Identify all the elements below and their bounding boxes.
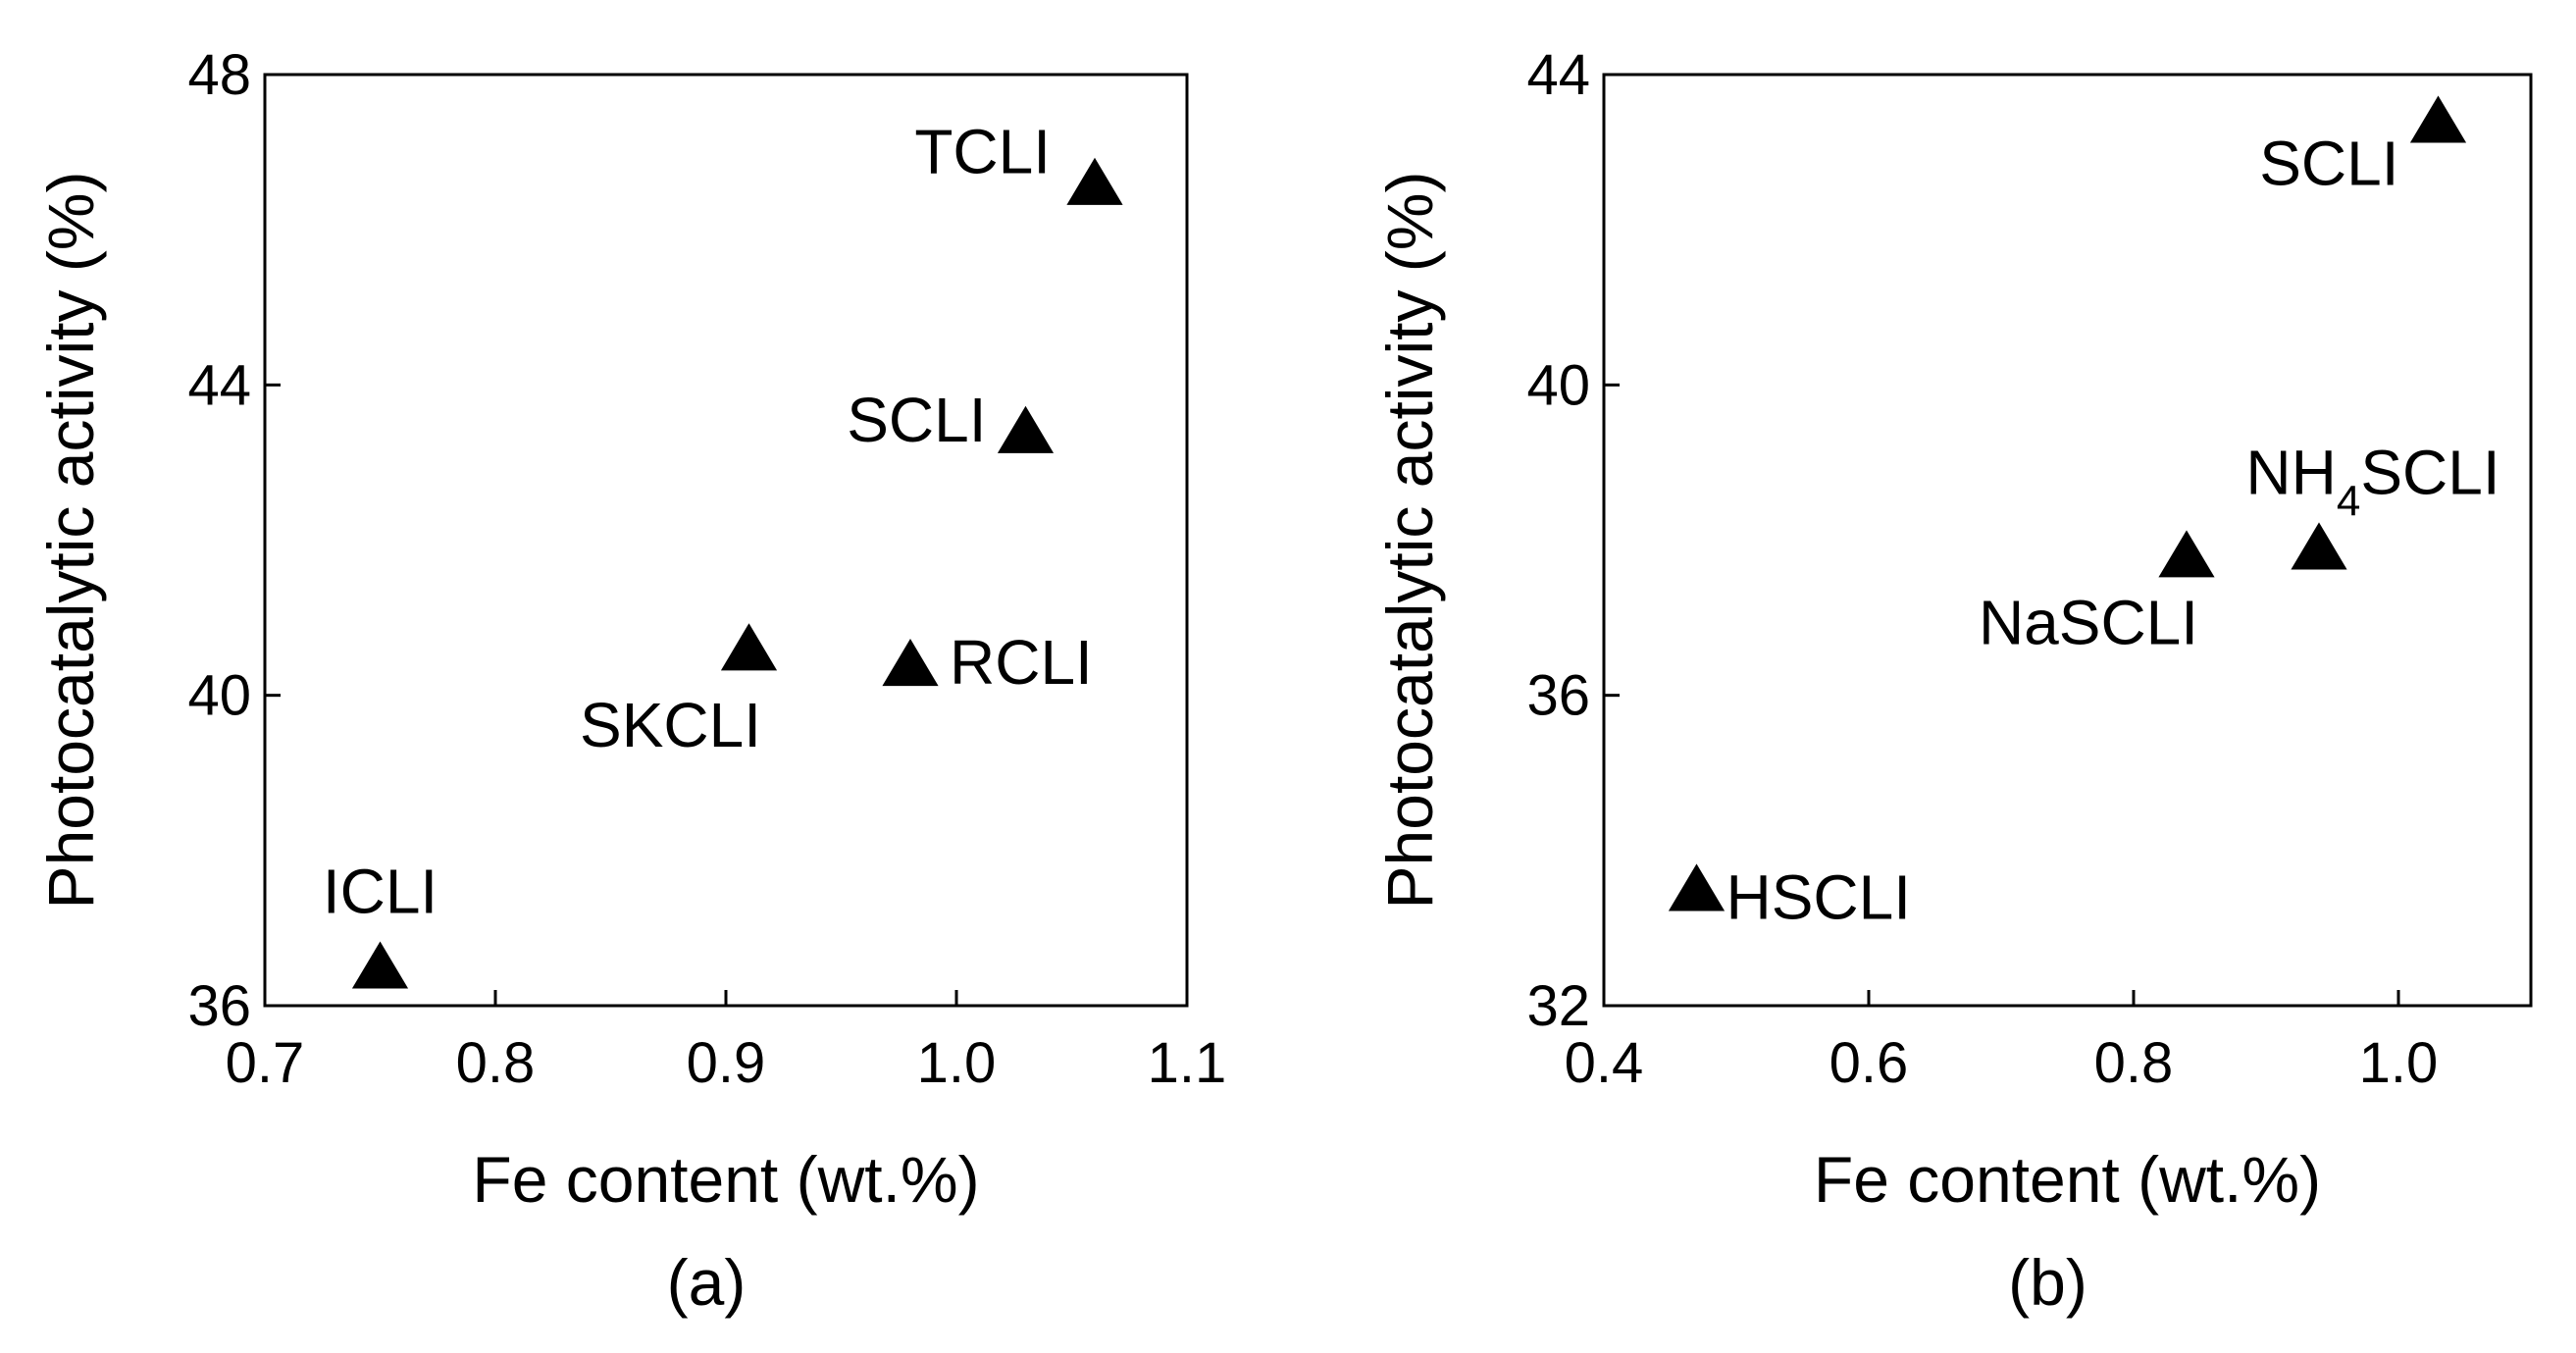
panel-b-x-tick-label: 1.0 <box>2359 1031 2439 1095</box>
panel-b-x-tick-label: 0.4 <box>1565 1031 1644 1095</box>
panel-a-y-tick-label: 44 <box>187 353 251 417</box>
panel-a-y-axis-title: Photocatalytic activity (%) <box>34 172 107 910</box>
panel-a-y-tick-label: 40 <box>187 664 251 728</box>
panel-b-point-label-nh4scli: NH4SCLI <box>2245 437 2499 525</box>
panel-a-y-tick-label: 36 <box>187 974 251 1038</box>
panel-b-point-label-scli: SCLI <box>2259 128 2398 198</box>
panel-b-y-tick-label: 32 <box>1526 974 1590 1038</box>
panel-b-x-axis-title: Fe content (wt.%) <box>1814 1143 2321 1216</box>
panel-a-point-label-scli: SCLI <box>847 385 986 455</box>
panel-a-point-tcli <box>1066 157 1123 205</box>
panel-a-point-label-tcli: TCLI <box>914 117 1051 187</box>
panel-b-point-label-hscli: HSCLI <box>1726 861 1912 932</box>
panel-b-point-nascli <box>2158 530 2215 578</box>
panel-a-y-tick-label: 48 <box>187 43 251 107</box>
panel-b-point-label-nascli: NaSCLI <box>1979 587 2198 657</box>
panel-a-chart: 0.7 0.8 0.9 1.0 1.1 36 40 44 48 Fe content (wt.%)… <box>34 43 1226 1319</box>
panel-b-chart: 0.4 0.6 0.8 1.0 32 36 40 44 Fe content (wt.%) Pho… <box>1373 43 2533 1319</box>
panel-b-point-nh4scli <box>2291 522 2347 570</box>
panel-a-point-skcli <box>720 623 778 671</box>
panel-b-point-hscli <box>1668 863 1726 911</box>
panel-a-caption: (a) <box>667 1246 747 1319</box>
panel-a-x-tick-label: 1.1 <box>1148 1031 1227 1095</box>
panel-a-x-tick-label: 1.0 <box>917 1031 997 1095</box>
panel-a-point-label-rcli: RCLI <box>950 627 1093 698</box>
panel-b-y-tick-label: 36 <box>1526 664 1590 728</box>
panel-b-plot-frame <box>1602 73 2533 1008</box>
panel-b-y-tick-label: 44 <box>1526 43 1590 107</box>
panel-b-caption: (b) <box>2008 1246 2087 1319</box>
panel-a-point-label-skcli: SKCLI <box>580 690 761 760</box>
panel-a-point-icli <box>351 941 409 989</box>
panel-a-x-tick-label: 0.9 <box>687 1031 766 1095</box>
panel-a-x-axis-title: Fe content (wt.%) <box>472 1143 979 1216</box>
panel-a-x-tick-label: 0.7 <box>226 1031 305 1095</box>
panel-a-point-scli <box>997 405 1055 453</box>
panel-a-point-rcli <box>882 639 939 687</box>
panel-b-y-axis-title: Photocatalytic activity (%) <box>1373 172 1446 910</box>
panel-a-point-label-icli: ICLI <box>323 856 438 926</box>
panel-b-x-tick-label: 0.8 <box>2094 1031 2174 1095</box>
panel-a-x-tick-label: 0.8 <box>456 1031 536 1095</box>
panel-b-y-tick-label: 40 <box>1526 353 1590 417</box>
panel-b-point-scli <box>2409 95 2467 143</box>
panel-b-x-tick-label: 0.6 <box>1829 1031 1909 1095</box>
